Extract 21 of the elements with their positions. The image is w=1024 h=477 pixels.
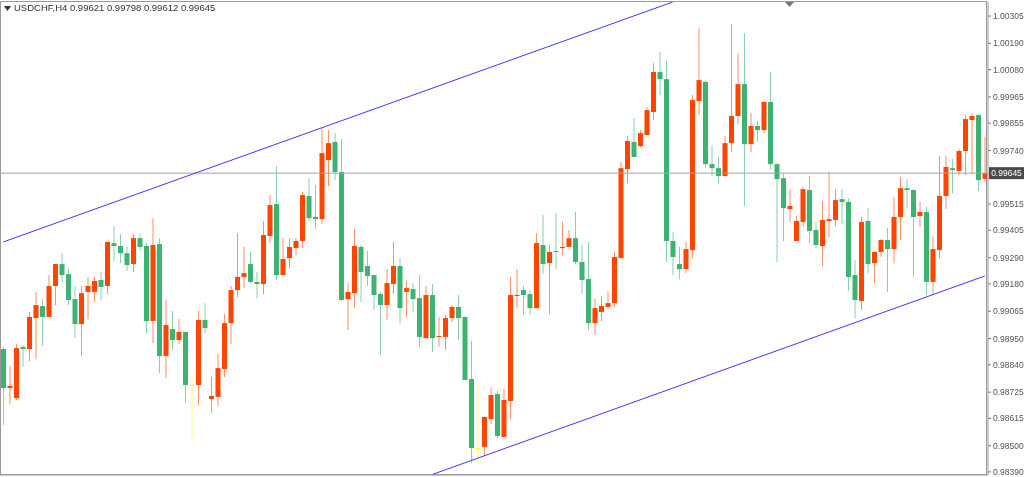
y-tick-label: 0.99965 xyxy=(993,92,1024,102)
y-tick-label: 0.99740 xyxy=(993,145,1024,156)
y-tick-label: 0.98615 xyxy=(993,413,1024,424)
y-tick-label: 0.98390 xyxy=(993,466,1024,477)
y-tick-label: 0.98840 xyxy=(993,359,1024,370)
y-tick-label: 0.99515 xyxy=(993,199,1024,210)
chart-title: USDCHF,H4 0.99621 0.99798 0.99612 0.99645 xyxy=(14,2,216,13)
y-tick-label: 1.00190 xyxy=(993,38,1024,49)
y-tick-label: 1.00080 xyxy=(993,64,1024,75)
y-tick-label: 0.98950 xyxy=(993,333,1024,344)
y-tick-label: 0.99290 xyxy=(993,252,1024,263)
y-tick-label: 0.99180 xyxy=(993,278,1024,289)
y-tick-label: 0.99065 xyxy=(993,306,1024,317)
candlestick xyxy=(293,237,299,256)
ref-line-label: 0.99645 xyxy=(991,168,1023,179)
candlestick xyxy=(566,229,572,248)
y-tick-label: 0.99855 xyxy=(993,118,1024,129)
y-tick-label: 1.00305 xyxy=(993,11,1024,22)
y-tick-label: 0.99405 xyxy=(993,225,1024,236)
y-tick-label: 0.98725 xyxy=(993,387,1024,398)
y-tick-label: 0.98500 xyxy=(993,440,1024,451)
